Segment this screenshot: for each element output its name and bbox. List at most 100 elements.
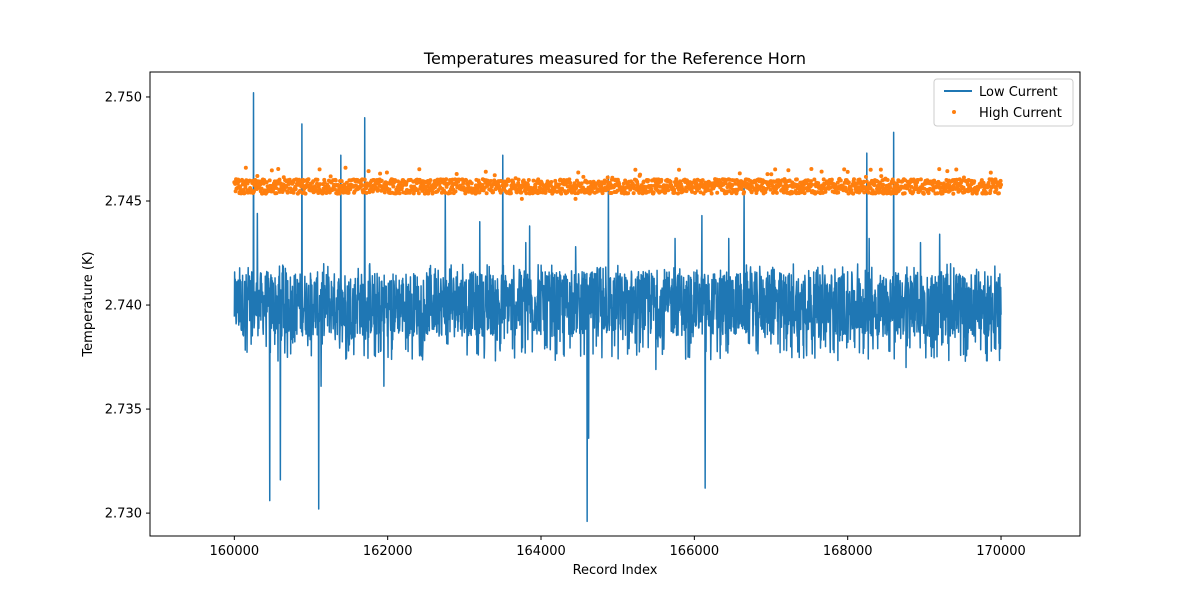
series-low-current xyxy=(233,92,1002,523)
x-axis-ticks: 160000 162000 164000 166000 168000 170000 xyxy=(210,536,1026,559)
high-current-point xyxy=(880,182,885,187)
high-current-point xyxy=(333,178,338,183)
high-current-point xyxy=(610,175,615,180)
high-current-point xyxy=(808,179,813,184)
high-current-point xyxy=(557,182,562,187)
high-current-point xyxy=(581,174,586,179)
high-current-point xyxy=(579,181,584,186)
high-current-point xyxy=(466,183,471,188)
x-tick-label: 166000 xyxy=(670,544,720,559)
high-current-point xyxy=(749,190,754,195)
high-current-point xyxy=(999,182,1004,187)
high-current-point xyxy=(810,182,815,187)
high-current-point xyxy=(940,191,945,196)
high-current-point xyxy=(960,178,965,183)
high-current-outlier-point xyxy=(734,190,739,195)
high-current-point xyxy=(513,176,518,181)
high-current-point xyxy=(812,177,817,182)
high-current-point xyxy=(277,177,282,182)
high-current-point xyxy=(461,181,466,186)
high-current-point xyxy=(397,191,402,196)
high-current-outlier-point xyxy=(454,171,459,176)
low-current-line xyxy=(233,92,1002,523)
high-current-point xyxy=(888,185,893,190)
high-current-point xyxy=(284,184,289,189)
high-current-point xyxy=(359,183,364,188)
high-current-point xyxy=(935,191,940,196)
high-current-point xyxy=(954,177,959,182)
high-current-point xyxy=(484,191,489,196)
high-current-point xyxy=(267,178,272,183)
high-current-point xyxy=(559,191,564,196)
high-current-point xyxy=(453,189,458,194)
high-current-point xyxy=(379,178,384,183)
high-current-point xyxy=(317,167,322,172)
high-current-point xyxy=(855,181,860,186)
high-current-point xyxy=(846,191,851,196)
x-tick-label: 164000 xyxy=(516,544,566,559)
high-current-point xyxy=(366,169,371,174)
high-current-outlier-point xyxy=(243,165,248,170)
high-current-point xyxy=(794,177,799,182)
high-current-point xyxy=(784,187,789,192)
high-current-point xyxy=(561,178,566,183)
y-axis-ticks: 2.730 2.735 2.740 2.745 2.750 xyxy=(105,90,150,522)
high-current-point xyxy=(838,178,843,183)
y-tick-label: 2.750 xyxy=(105,90,142,105)
high-current-point xyxy=(951,191,956,196)
high-current-outlier-point xyxy=(880,190,885,195)
high-current-point xyxy=(870,188,875,193)
axes-frame xyxy=(149,71,1081,537)
x-tick-label: 168000 xyxy=(823,544,873,559)
high-current-point xyxy=(663,190,668,195)
high-current-point xyxy=(243,184,248,189)
high-current-point xyxy=(802,191,807,196)
high-current-point xyxy=(646,178,651,183)
x-tick-label: 162000 xyxy=(363,544,413,559)
high-current-point xyxy=(675,191,680,196)
high-current-point xyxy=(988,188,993,193)
high-current-point xyxy=(972,179,977,184)
high-current-point xyxy=(700,178,705,183)
high-current-point xyxy=(617,181,622,186)
y-tick-label: 2.735 xyxy=(105,403,142,418)
high-current-point xyxy=(318,182,322,187)
high-current-point xyxy=(994,187,999,192)
x-tick-label: 170000 xyxy=(976,544,1026,559)
high-current-point xyxy=(943,189,948,194)
high-current-point xyxy=(306,177,311,182)
high-current-point xyxy=(692,178,697,183)
high-current-point xyxy=(768,187,773,192)
high-current-outlier-point xyxy=(677,167,682,172)
high-current-point xyxy=(638,172,643,177)
high-current-point xyxy=(274,191,279,196)
high-current-point xyxy=(430,191,435,196)
high-current-point xyxy=(526,178,531,183)
high-current-point xyxy=(801,187,806,192)
high-current-point xyxy=(599,183,604,188)
high-current-point xyxy=(448,190,453,195)
high-current-point xyxy=(247,178,252,183)
high-current-point xyxy=(444,177,449,182)
high-current-point xyxy=(443,190,448,195)
high-current-point xyxy=(387,187,392,192)
legend-low-current-label: Low Current xyxy=(979,85,1058,100)
high-current-point xyxy=(553,178,558,183)
high-current-point xyxy=(684,189,689,194)
high-current-point xyxy=(420,188,425,193)
high-current-point xyxy=(773,167,778,172)
high-current-point xyxy=(954,167,959,172)
high-current-point xyxy=(375,187,380,192)
y-axis-label: Temperature (K) xyxy=(81,251,96,357)
high-current-point xyxy=(715,190,720,195)
high-current-point xyxy=(843,185,848,190)
high-current-point xyxy=(996,191,1001,196)
high-current-point xyxy=(950,187,955,192)
high-current-point xyxy=(626,191,631,196)
y-tick-label: 2.740 xyxy=(105,299,142,314)
high-current-point xyxy=(421,184,426,189)
high-current-point xyxy=(524,191,529,196)
high-current-point xyxy=(437,182,442,186)
high-current-point xyxy=(291,190,296,195)
